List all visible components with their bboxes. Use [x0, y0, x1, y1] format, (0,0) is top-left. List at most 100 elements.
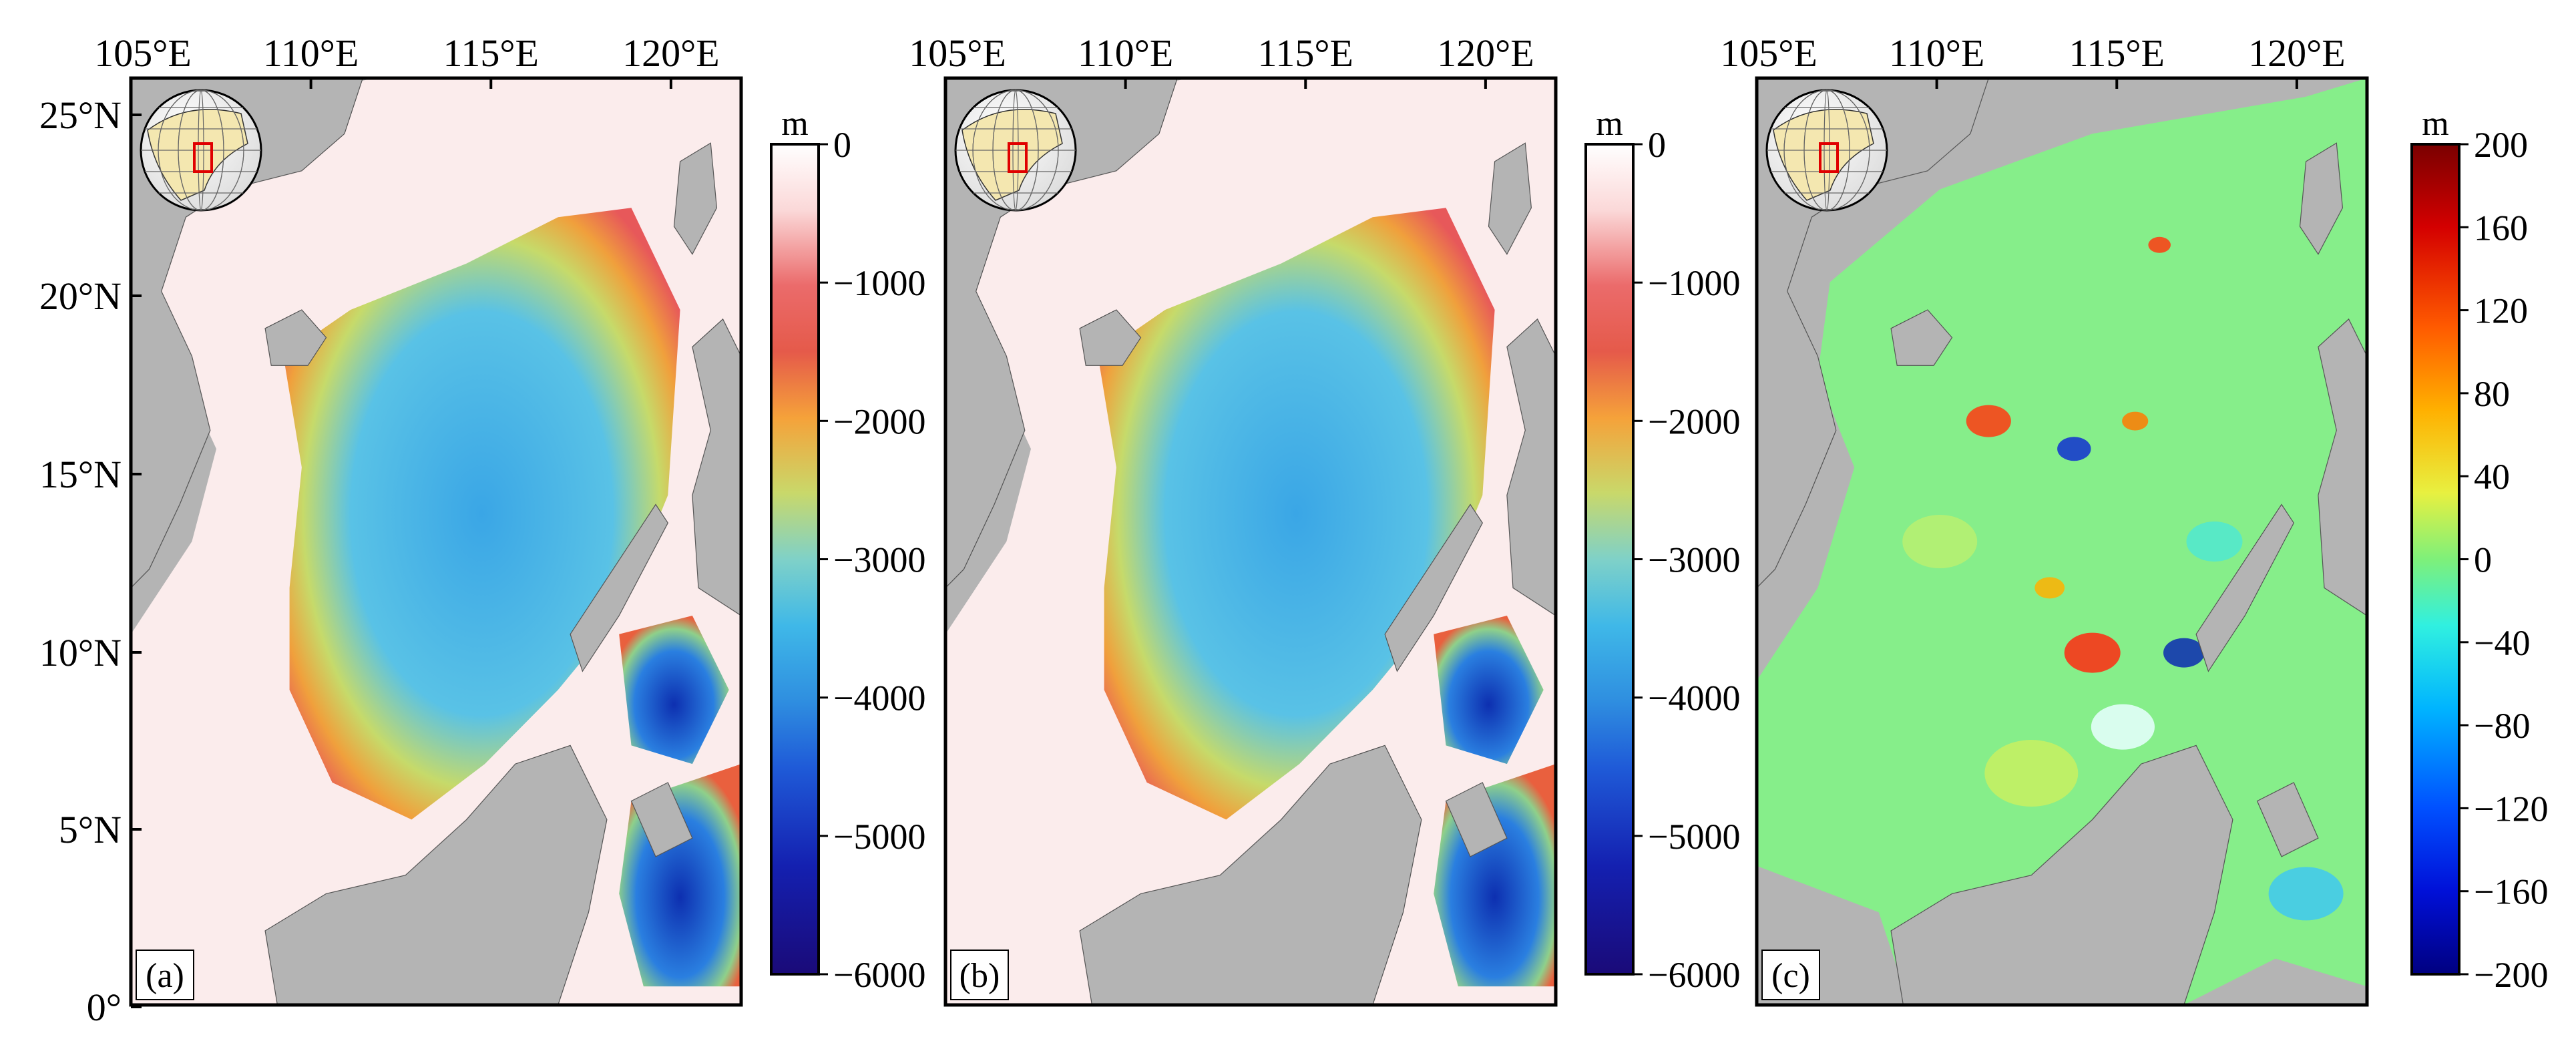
colorbar-ramp: [770, 143, 820, 976]
colorbar: m0 −1000 −2000 −3000 −4000 −5000 −6000: [770, 105, 925, 995]
panel-label: (c): [1761, 950, 1820, 1000]
colorbar: m 200 160 120 80 40 0 −40 −80 −120 −160 −200: [2410, 105, 2548, 995]
x-tick-label: 120°E: [1437, 31, 1534, 75]
panel-label-text: (c): [1771, 957, 1810, 995]
land-mass: [264, 309, 327, 366]
panel-label: (b): [950, 950, 1009, 1000]
y-tick-label: 5°N: [59, 808, 122, 851]
x-tick-label: 115°E: [443, 31, 539, 75]
colorbar-tick-label: 200: [2474, 125, 2528, 165]
anomaly-patch: [1902, 515, 1978, 568]
colorbar-tick-label: 0: [2474, 540, 2492, 580]
anomaly-patch: [2064, 632, 2121, 673]
land-mass: [1488, 142, 1532, 255]
land-mass: [692, 318, 741, 616]
study-area-box: [1008, 142, 1028, 173]
colorbar-tick-label: −80: [2474, 706, 2530, 746]
colorbar-ramp: [2410, 143, 2460, 976]
colorbar-tick-label: −2000: [1648, 401, 1740, 441]
study-area-box: [193, 142, 213, 173]
colorbar-tick-label: −160: [2474, 872, 2548, 912]
land-mass: [673, 142, 718, 255]
x-tick-label: 115°E: [2069, 31, 2165, 75]
land-mass: [2318, 318, 2367, 616]
anomaly-patch: [1984, 740, 2079, 807]
colorbar-tick-label: −6000: [833, 955, 925, 995]
colorbar-tick-label: −1000: [1648, 263, 1740, 303]
y-tick-label: 10°N: [39, 631, 122, 674]
colorbar-ramp: [1584, 143, 1635, 976]
x-tick-label: 105°E: [909, 31, 1006, 75]
anomaly-patch: [2163, 638, 2205, 668]
panel-label-box: [1761, 950, 1820, 1000]
land-mass: [2299, 142, 2344, 255]
colorbar-tick-label: 40: [2474, 457, 2510, 497]
colorbar-unit: m: [2422, 105, 2448, 143]
colorbar-tick-label: 120: [2474, 291, 2528, 331]
x-tick-label: 105°E: [94, 31, 192, 75]
anomaly-patch: [2122, 411, 2149, 431]
map-frame: [1755, 76, 2369, 1007]
panel-label-box: [950, 950, 1009, 1000]
x-tick-label: 105°E: [1720, 31, 1817, 75]
colorbar: m0 −1000 −2000 −3000 −4000 −5000 −6000: [1584, 105, 1740, 995]
x-tick-label: 110°E: [263, 31, 359, 75]
land-mass: [1890, 745, 2233, 1005]
inset-globe: [140, 89, 262, 212]
map-area: [131, 78, 741, 1005]
anomaly-patch: [2148, 236, 2171, 253]
land-mass: [264, 745, 608, 1005]
map-frame: [129, 76, 743, 1007]
anomaly-patch: [2186, 521, 2243, 562]
colorbar-tick-label: −120: [2474, 789, 2548, 829]
panel-label-text: (b): [959, 957, 1000, 995]
globe-meridian: [1783, 89, 1870, 211]
panel-a: 105°E 110°E 115°E 120°E 25°N 20°N 15°N 10°N 5°N 0…: [39, 31, 926, 1029]
colorbar-tick-label: −3000: [1648, 540, 1740, 580]
colorbar-tick-label: −4000: [1648, 678, 1740, 718]
map-frame: [943, 76, 1558, 1007]
globe-meridian: [158, 89, 244, 211]
sulu-basin: [619, 616, 729, 765]
x-tick-label: 115°E: [1258, 31, 1353, 75]
anomaly-patch: [1966, 405, 2011, 437]
land-mass: [630, 782, 693, 857]
land-mass: [1079, 745, 1422, 1005]
land-mass: [2195, 503, 2294, 672]
colorbar-tick-label: −200: [2474, 955, 2548, 995]
globe-meridian: [972, 89, 1059, 211]
panel-label-box: [136, 950, 194, 1000]
colorbar-tick-label: −1000: [833, 263, 925, 303]
colorbar-tick-label: 0: [1648, 125, 1666, 165]
y-tick-label: 15°N: [39, 453, 122, 496]
colorbar-tick-label: −3000: [833, 540, 925, 580]
land-mass: [570, 503, 668, 672]
colorbar-tick-label: 160: [2474, 208, 2528, 248]
panel-label: (a): [136, 950, 194, 1000]
land-mass: [2256, 782, 2319, 857]
colorbar-tick-label: −2000: [833, 401, 925, 441]
x-tick-label: 120°E: [622, 31, 720, 75]
y-tick-label: 20°N: [39, 274, 122, 318]
anomaly-patch: [2091, 704, 2155, 750]
colorbar-tick-label: −4000: [833, 678, 925, 718]
colorbar-tick-label: −5000: [1648, 817, 1740, 857]
land-mass: [1079, 309, 1142, 366]
panel-label-text: (a): [146, 957, 184, 995]
x-tick-label: 110°E: [1078, 31, 1173, 75]
map-area: [1757, 78, 2367, 1005]
anomaly-patch: [2268, 867, 2344, 921]
land-mass: [1506, 318, 1556, 616]
land-mass: [1445, 782, 1508, 857]
colorbar-tick-label: 0: [833, 125, 851, 165]
anomaly-patch: [2057, 437, 2091, 461]
map-area: [945, 78, 1556, 1005]
anomaly-patch: [2034, 577, 2065, 599]
colorbar-unit: m: [781, 105, 808, 143]
colorbar-tick-label: −5000: [833, 817, 925, 857]
inset-globe: [1765, 89, 1888, 212]
y-tick-label: 25°N: [39, 93, 122, 137]
land-mass: [1384, 503, 1483, 672]
x-tick-label: 110°E: [1889, 31, 1984, 75]
